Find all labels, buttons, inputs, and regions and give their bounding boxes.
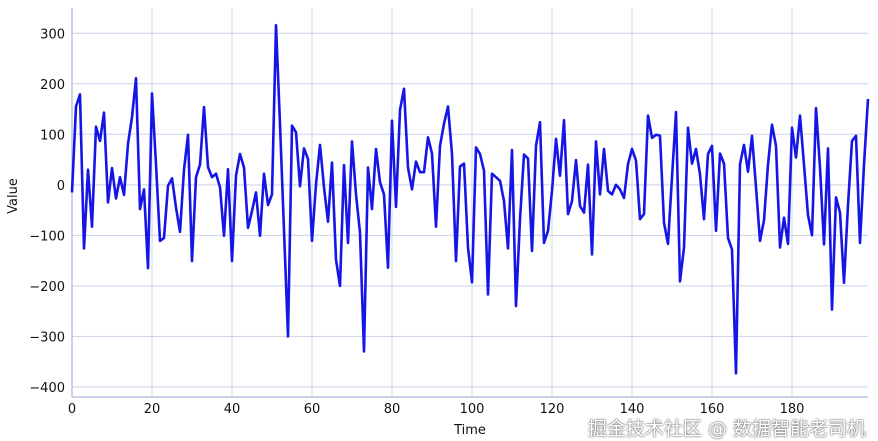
x-tick-label: 20 [144, 402, 161, 417]
x-tick-label: 140 [620, 402, 645, 417]
y-tick-label: −100 [29, 229, 65, 244]
x-tick-label: 160 [700, 402, 725, 417]
y-tick-label: 0 [57, 179, 65, 194]
y-tick-label: 200 [40, 78, 65, 93]
y-tick-label: −200 [29, 280, 65, 295]
watermark: 掘金技术社区 @ 数据智能老司机 [587, 418, 866, 440]
x-tick-label: 60 [304, 402, 321, 417]
grid [71, 8, 868, 397]
x-tick-label: 80 [384, 402, 401, 417]
series-line [70, 23, 870, 375]
y-tick-label: 100 [40, 128, 65, 143]
y-tick-label: 300 [40, 27, 65, 42]
x-tick-label: 40 [224, 402, 241, 417]
x-tick-label: 0 [68, 402, 76, 417]
y-tick-label: −400 [29, 381, 65, 396]
y-tick-label: −300 [29, 330, 65, 345]
x-tick-label: 120 [540, 402, 565, 417]
x-axis-label: Time [453, 423, 486, 438]
axes [71, 8, 868, 398]
x-tick-label: 100 [460, 402, 485, 417]
y-axis-label: Value [6, 178, 21, 214]
x-tick-label: 180 [780, 402, 805, 417]
